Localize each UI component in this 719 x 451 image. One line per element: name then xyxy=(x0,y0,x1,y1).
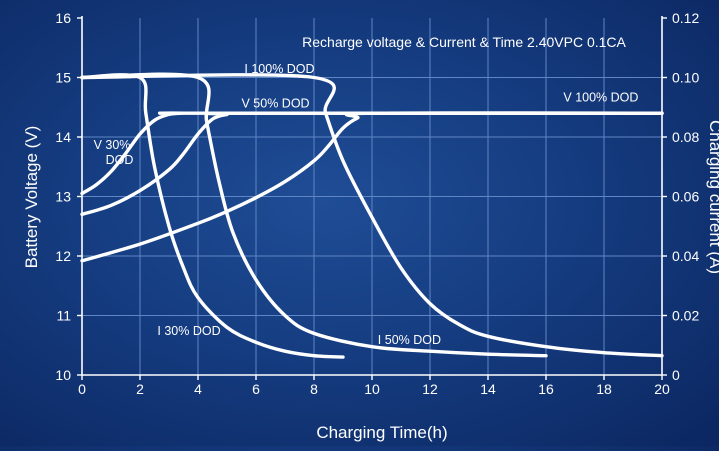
x-tick-label: 10 xyxy=(364,381,380,397)
series-line-v-100-dod xyxy=(80,111,664,263)
series-label-v-30-dod: DOD xyxy=(106,153,134,167)
y-right-tick-label: 0 xyxy=(672,367,680,383)
y-left-tick-label: 10 xyxy=(55,367,71,383)
y-right-tick-label: 0.02 xyxy=(672,308,699,324)
series-line-i-50-dod xyxy=(80,72,548,358)
series-line-v-50-dod xyxy=(80,111,664,217)
series-label-i-100-dod: I 100% DOD xyxy=(244,62,314,76)
series-layer xyxy=(80,72,664,359)
y-right-tick-label: 0.06 xyxy=(672,189,699,205)
x-tick-label: 20 xyxy=(654,381,670,397)
series-label-v-30-dod: V 30% xyxy=(94,138,131,152)
y-right-tick-label: 0.10 xyxy=(672,70,699,86)
axis-layer: 0 2 4 6 8 10 12 14 16 18 20 10 11 12 13 14 15 16 0 0.02 0.04… xyxy=(55,10,699,397)
series-label-i-50-dod: I 50% DOD xyxy=(378,333,441,347)
y-right-tick-label: 0.04 xyxy=(672,248,699,264)
series-label-i-30-dod: I 30% DOD xyxy=(157,324,220,338)
chart-title: Recharge voltage & Current & Time 2.40VP… xyxy=(302,34,626,50)
x-tick-label: 2 xyxy=(136,381,144,397)
x-tick-label: 18 xyxy=(596,381,612,397)
x-tick-label: 16 xyxy=(538,381,554,397)
y-left-tick-label: 16 xyxy=(55,10,71,26)
y-left-tick-label: 12 xyxy=(55,248,71,264)
y-right-tick-label: 0.12 xyxy=(672,10,699,26)
y-left-axis-label: Battery Voltage (V) xyxy=(22,126,41,269)
series-label-v-100-dod: V 100% DOD xyxy=(563,90,638,104)
x-tick-label: 0 xyxy=(78,381,86,397)
series-line-i-100-dod xyxy=(80,73,664,358)
y-left-tick-label: 14 xyxy=(55,129,71,145)
x-tick-label: 4 xyxy=(194,381,202,397)
x-tick-label: 6 xyxy=(252,381,260,397)
grid-layer xyxy=(82,18,662,375)
x-axis-label: Charging Time(h) xyxy=(316,423,447,442)
y-right-tick-label: 0.08 xyxy=(672,129,699,145)
x-tick-label: 12 xyxy=(422,381,438,397)
series-line-i-30-dod xyxy=(80,73,345,359)
y-left-tick-label: 15 xyxy=(55,70,71,86)
x-tick-label: 14 xyxy=(480,381,496,397)
label-layer: V 30%DOD V 50% DOD V 100% DOD I 100% DOD I 3… xyxy=(94,62,639,347)
y-left-tick-label: 11 xyxy=(56,308,71,324)
y-left-tick-label: 13 xyxy=(55,189,71,205)
x-tick-label: 8 xyxy=(310,381,318,397)
series-label-v-50-dod: V 50% DOD xyxy=(242,96,310,110)
y-right-axis-label: Charging current (A) xyxy=(706,120,719,274)
